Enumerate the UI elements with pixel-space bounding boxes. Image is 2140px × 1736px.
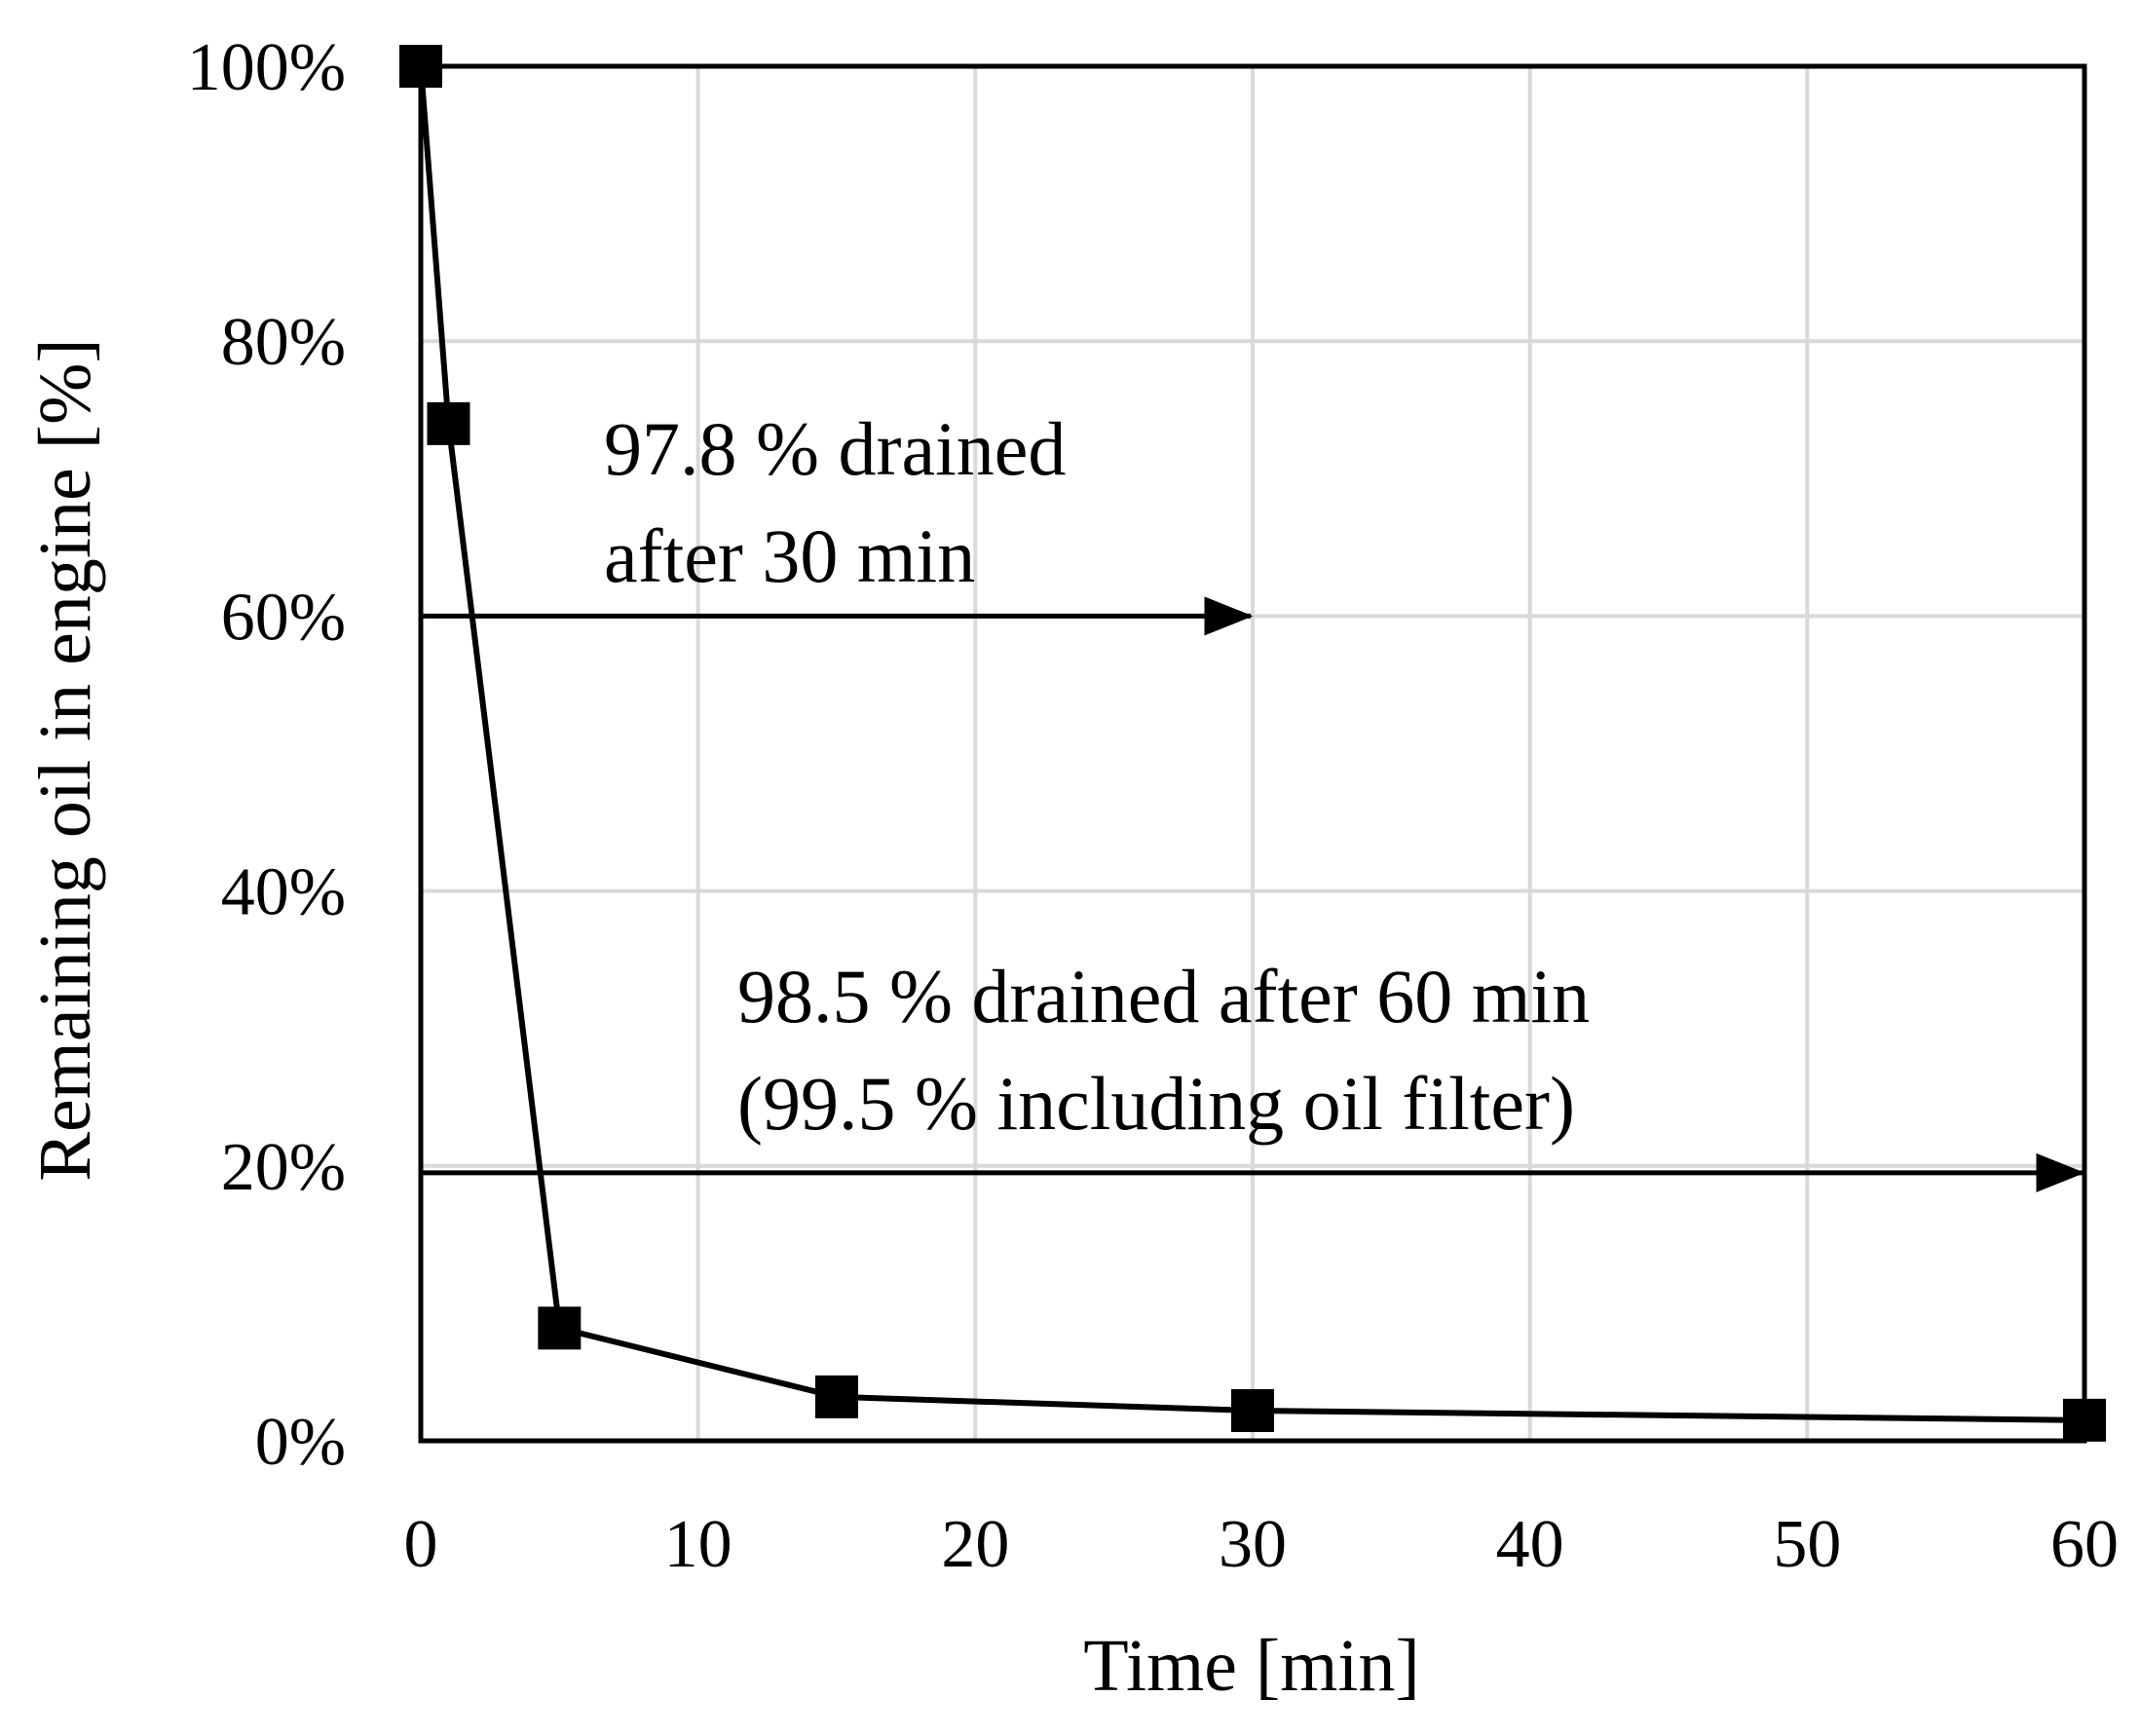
x-axis-tick-labels: 0 10 20 30 40 50 60	[404, 1507, 2120, 1582]
y-tick-label: 40%	[221, 855, 346, 930]
annotation-arrows	[421, 596, 2085, 1192]
data-point-marker	[427, 401, 470, 445]
annotation-texts: 97.8 % drained after 30 min 98.5 % drained…	[604, 406, 1590, 1146]
data-series	[399, 45, 2106, 1442]
y-tick-label: 100%	[187, 30, 346, 105]
annotation-1-line-1: 97.8 % drained	[604, 406, 1066, 491]
plot-frame	[418, 63, 2087, 1444]
x-axis-title: Time [min]	[1083, 1625, 1420, 1707]
data-point-marker	[815, 1375, 858, 1418]
y-tick-label: 60%	[221, 580, 346, 655]
annotation-2-line-2: (99.5 % including oil filter)	[737, 1061, 1575, 1146]
annotation-2-line-1: 98.5 % drained after 60 min	[737, 954, 1590, 1038]
y-axis-tick-labels: 0% 20% 40% 60% 80% 100%	[187, 30, 346, 1480]
y-tick-label: 0%	[255, 1405, 346, 1480]
annotation-1-line-2: after 30 min	[604, 513, 975, 598]
x-tick-label: 10	[664, 1507, 732, 1582]
series-line-1	[418, 65, 2085, 1423]
data-point-marker	[1231, 1388, 1274, 1432]
data-point-marker	[538, 1306, 582, 1350]
y-axis-title: Remaining oil in engine [%]	[24, 338, 106, 1181]
data-point-marker	[399, 45, 442, 88]
data-point-marker	[2063, 1398, 2106, 1442]
x-tick-label: 50	[1773, 1507, 1841, 1582]
x-tick-label: 60	[2050, 1507, 2119, 1582]
x-tick-label: 20	[941, 1507, 1009, 1582]
y-tick-label: 80%	[221, 305, 346, 380]
x-tick-label: 0	[404, 1507, 438, 1582]
y-tick-label: 20%	[221, 1130, 346, 1205]
x-tick-label: 40	[1496, 1507, 1564, 1582]
plot-area-border	[418, 63, 2087, 1444]
x-tick-label: 30	[1219, 1507, 1287, 1582]
